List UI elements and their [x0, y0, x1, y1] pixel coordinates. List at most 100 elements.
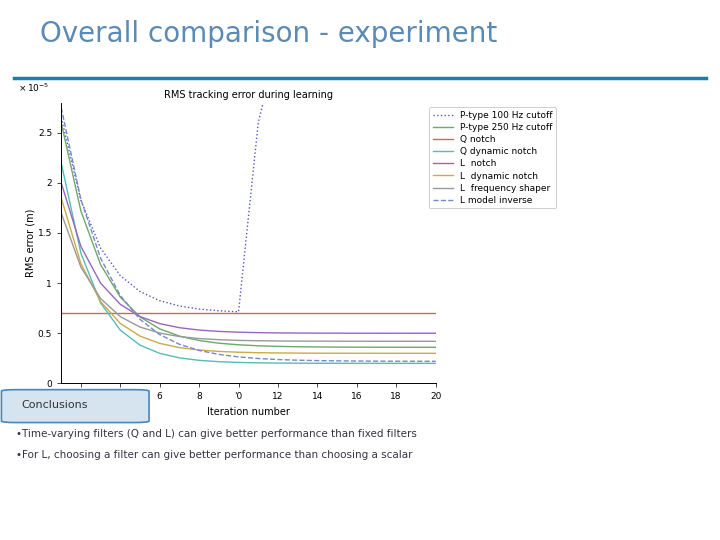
- Q dynamic notch: [156, 350, 164, 356]
- Title: RMS tracking error during learning: RMS tracking error during learning: [164, 90, 333, 100]
- Line: Q dynamic notch: Q dynamic notch: [61, 163, 436, 363]
- Q dynamic notch: [234, 359, 243, 366]
- L model inverse: [372, 358, 381, 365]
- L  dynamic notch: [274, 350, 282, 356]
- L  dynamic notch: [57, 194, 66, 201]
- L model inverse: [156, 332, 164, 338]
- L  frequency shaper: [234, 337, 243, 343]
- Text: Overall comparison - experiment: Overall comparison - experiment: [40, 20, 497, 48]
- L model inverse: [96, 255, 105, 261]
- L  notch: [313, 330, 322, 336]
- L  dynamic notch: [313, 350, 322, 356]
- Q notch: [116, 310, 125, 316]
- L model inverse: [392, 358, 400, 365]
- L model inverse: [353, 358, 361, 365]
- Q dynamic notch: [96, 300, 105, 306]
- P-type 100 Hz cutoff: [234, 308, 243, 315]
- L  notch: [156, 320, 164, 327]
- Line: P-type 100 Hz cutoff: P-type 100 Hz cutoff: [61, 0, 436, 312]
- L model inverse: [195, 347, 204, 354]
- P-type 250 Hz cutoff: [333, 344, 341, 350]
- P-type 250 Hz cutoff: [254, 342, 263, 349]
- L  frequency shaper: [175, 333, 184, 340]
- P-type 100 Hz cutoff: [175, 303, 184, 309]
- L model inverse: [234, 354, 243, 360]
- L  dynamic notch: [293, 350, 302, 356]
- X-axis label: Iteration number: Iteration number: [207, 407, 290, 417]
- L  notch: [431, 330, 440, 336]
- L model inverse: [116, 292, 125, 299]
- Q notch: [293, 310, 302, 316]
- P-type 250 Hz cutoff: [76, 208, 85, 214]
- L  dynamic notch: [234, 349, 243, 355]
- L  notch: [412, 330, 420, 336]
- P-type 100 Hz cutoff: [215, 308, 223, 314]
- L  notch: [234, 329, 243, 335]
- P-type 250 Hz cutoff: [195, 338, 204, 344]
- L  frequency shaper: [412, 338, 420, 345]
- Text: •Time-varying filters (Q and L) can give better performance than fixed filters: •Time-varying filters (Q and L) can give…: [16, 429, 417, 440]
- L  dynamic notch: [96, 298, 105, 305]
- Q notch: [215, 310, 223, 316]
- Q dynamic notch: [392, 360, 400, 367]
- P-type 250 Hz cutoff: [57, 119, 66, 126]
- L  dynamic notch: [412, 350, 420, 356]
- Text: $\times\,10^{-5}$: $\times\,10^{-5}$: [18, 82, 50, 94]
- L model inverse: [135, 316, 144, 322]
- Q dynamic notch: [76, 250, 85, 256]
- L  frequency shaper: [135, 324, 144, 330]
- L  frequency shaper: [313, 338, 322, 345]
- Q dynamic notch: [333, 360, 341, 367]
- L  dynamic notch: [353, 350, 361, 356]
- FancyBboxPatch shape: [1, 390, 149, 422]
- P-type 250 Hz cutoff: [313, 344, 322, 350]
- Q notch: [195, 310, 204, 316]
- P-type 100 Hz cutoff: [195, 306, 204, 312]
- L  frequency shaper: [57, 210, 66, 216]
- Q notch: [234, 310, 243, 316]
- Q dynamic notch: [195, 357, 204, 363]
- L  notch: [333, 330, 341, 336]
- P-type 250 Hz cutoff: [135, 314, 144, 320]
- P-type 250 Hz cutoff: [156, 326, 164, 332]
- Line: L  dynamic notch: L dynamic notch: [61, 198, 436, 353]
- L model inverse: [215, 351, 223, 357]
- P-type 250 Hz cutoff: [412, 344, 420, 350]
- L  dynamic notch: [215, 348, 223, 355]
- Q dynamic notch: [175, 355, 184, 361]
- L  frequency shaper: [333, 338, 341, 345]
- L  frequency shaper: [274, 338, 282, 344]
- Q dynamic notch: [116, 327, 125, 333]
- P-type 100 Hz cutoff: [254, 119, 263, 126]
- Q notch: [412, 310, 420, 316]
- L  frequency shaper: [76, 264, 85, 271]
- L model inverse: [254, 355, 263, 362]
- L model inverse: [57, 104, 66, 111]
- P-type 100 Hz cutoff: [116, 272, 125, 279]
- Text: UC Berkeley: UC Berkeley: [35, 496, 109, 506]
- Q notch: [135, 310, 144, 316]
- L  notch: [57, 180, 66, 186]
- L  notch: [135, 313, 144, 320]
- Q notch: [313, 310, 322, 316]
- P-type 100 Hz cutoff: [96, 245, 105, 251]
- L model inverse: [313, 357, 322, 364]
- L  frequency shaper: [96, 295, 105, 302]
- Q notch: [372, 310, 381, 316]
- L  frequency shaper: [195, 335, 204, 342]
- P-type 250 Hz cutoff: [96, 261, 105, 268]
- Q dynamic notch: [353, 360, 361, 367]
- Line: P-type 250 Hz cutoff: P-type 250 Hz cutoff: [61, 123, 436, 347]
- Q notch: [353, 310, 361, 316]
- L  notch: [215, 328, 223, 335]
- Line: L  notch: L notch: [61, 183, 436, 333]
- P-type 100 Hz cutoff: [156, 298, 164, 304]
- L  notch: [96, 280, 105, 286]
- Q notch: [431, 310, 440, 316]
- Legend: P-type 100 Hz cutoff, P-type 250 Hz cutoff, Q notch, Q dynamic notch, L  notch, : P-type 100 Hz cutoff, P-type 250 Hz cuto…: [429, 107, 556, 208]
- Q dynamic notch: [293, 360, 302, 367]
- P-type 100 Hz cutoff: [135, 288, 144, 295]
- L  notch: [254, 329, 263, 336]
- Q notch: [96, 310, 105, 316]
- P-type 250 Hz cutoff: [293, 343, 302, 350]
